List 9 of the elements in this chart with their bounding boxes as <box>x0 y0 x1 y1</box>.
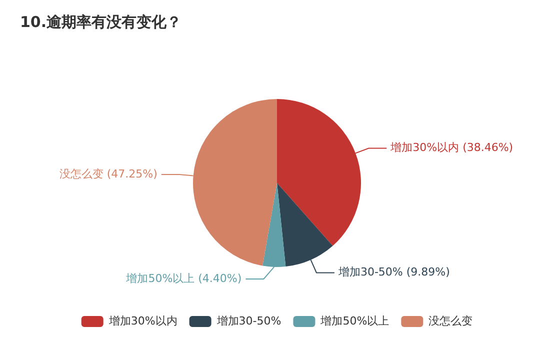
category-label: 增加30-50% (9.89%) <box>338 266 450 279</box>
category-label: 没怎么变 (47.25%) <box>59 167 158 180</box>
category-label: 增加30%以内 (38.46%) <box>390 141 514 154</box>
chart-title: 10.逾期率有没有变化？ <box>20 12 182 31</box>
legend-label: 增加30%以内 <box>108 314 178 328</box>
legend-label: 增加30-50% <box>216 314 282 328</box>
legend-label: 增加50%以上 <box>320 314 390 328</box>
category-label: 增加50%以上 (4.40%) <box>126 272 242 285</box>
legend-label: 没怎么变 <box>428 314 473 328</box>
